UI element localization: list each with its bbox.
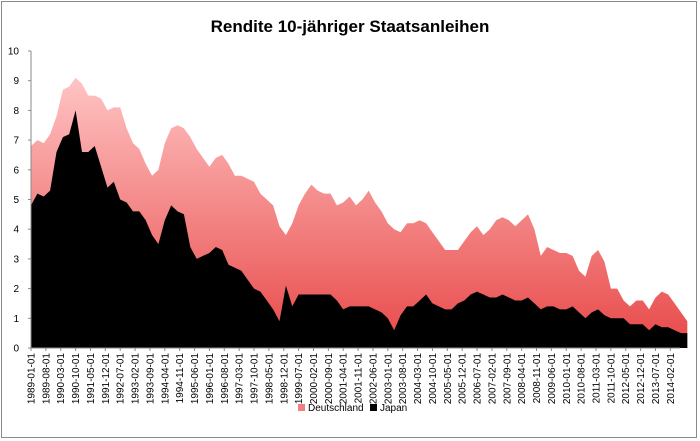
y-tick-label: 6 (13, 165, 19, 176)
x-tick-label: 2001-11-01 (354, 353, 365, 404)
x-tick-label: 2007-02-01 (487, 353, 498, 405)
legend-label-japan: Japan (380, 403, 407, 414)
x-tick-label: 1991-12-01 (101, 353, 112, 405)
y-tick-label: 7 (13, 136, 19, 147)
y-tick-label: 3 (13, 254, 19, 265)
x-tick-label: 1990-03-01 (56, 353, 67, 405)
x-tick-label: 1994-04-01 (160, 353, 171, 405)
y-axis: 0 1 2 3 4 5 6 7 8 9 10 (8, 47, 32, 355)
x-tick-label: 1994-11-01 (175, 353, 186, 404)
plot-area (31, 77, 688, 349)
x-tick-label: 1996-08-01 (220, 353, 231, 405)
x-tick-label: 2013-07-01 (651, 353, 662, 405)
x-tick-label: 1993-02-01 (131, 353, 142, 405)
x-tick-label: 2006-07-01 (473, 353, 484, 405)
x-tick-label: 2008-11-01 (532, 353, 543, 404)
y-tick-label: 9 (13, 76, 19, 87)
y-tick-label: 5 (13, 195, 19, 206)
x-tick-label: 1989-01-01 (27, 353, 38, 405)
x-tick-label: 1992-07-01 (116, 353, 127, 405)
x-tick-label: 2007-09-01 (502, 353, 513, 405)
x-tick-label: 2011-10-01 (606, 353, 617, 404)
x-tick-label: 2012-05-01 (621, 353, 632, 405)
x-tick-label: 2014-02-01 (666, 353, 677, 405)
y-tick-label: 0 (13, 344, 19, 355)
x-tick-label: 2012-12-01 (636, 353, 647, 405)
x-tick-label: 2011-03-01 (592, 353, 603, 404)
series-area-japan (31, 110, 688, 349)
x-tick-label: 1998-12-01 (279, 353, 290, 405)
x-tick-label: 2004-03-01 (413, 353, 424, 405)
y-tick-label: 1 (13, 314, 19, 325)
x-tick-label: 2010-08-01 (577, 353, 588, 405)
y-tick-label: 8 (13, 106, 19, 117)
x-tick-label: 1998-05-01 (264, 353, 275, 405)
x-tick-label: 1993-09-01 (145, 353, 156, 405)
y-tick-label: 10 (8, 47, 20, 58)
x-tick-label: 1997-10-01 (250, 353, 261, 405)
x-tick-label: 1999-07-01 (294, 353, 305, 405)
x-tick-label: 1990-10-01 (71, 353, 82, 405)
x-tick-label: 2005-05-01 (443, 353, 454, 405)
x-tick-label: 2002-06-01 (369, 353, 380, 405)
x-axis: 1989-01-01 1989-08-01 1990-03-01 1990-10-01… (27, 347, 680, 405)
x-tick-label: 2009-06-01 (547, 353, 558, 405)
x-tick-label: 1997-03-01 (235, 353, 246, 405)
legend-label-deutschland: Deutschland (308, 403, 364, 414)
x-tick-label: 1989-08-01 (41, 353, 52, 405)
x-tick-label: 1996-01-01 (205, 353, 216, 405)
x-tick-label: 2005-12-01 (458, 353, 469, 405)
x-tick-label: 2000-09-01 (324, 353, 335, 405)
legend-swatch-deutschland (298, 404, 305, 411)
x-tick-label: 2004-10-01 (428, 353, 439, 405)
x-tick-label: 2001-04-01 (339, 353, 350, 405)
y-tick-label: 4 (13, 225, 19, 236)
x-tick-label: 2003-08-01 (398, 353, 409, 405)
x-tick-label: 2008-04-01 (517, 353, 528, 405)
x-tick-label: 1995-06-01 (190, 353, 201, 405)
x-tick-label: 1991-05-01 (86, 353, 97, 405)
chart-title: Rendite 10-jähriger Staatsanleihen (211, 17, 490, 36)
x-tick-label: 2003-01-01 (383, 353, 394, 405)
legend: Deutschland Japan (298, 403, 407, 414)
x-tick-label: 2000-02-01 (309, 353, 320, 405)
y-tick-label: 2 (13, 284, 19, 295)
x-tick-label: 2010-01-01 (562, 353, 573, 405)
legend-swatch-japan (370, 404, 377, 411)
